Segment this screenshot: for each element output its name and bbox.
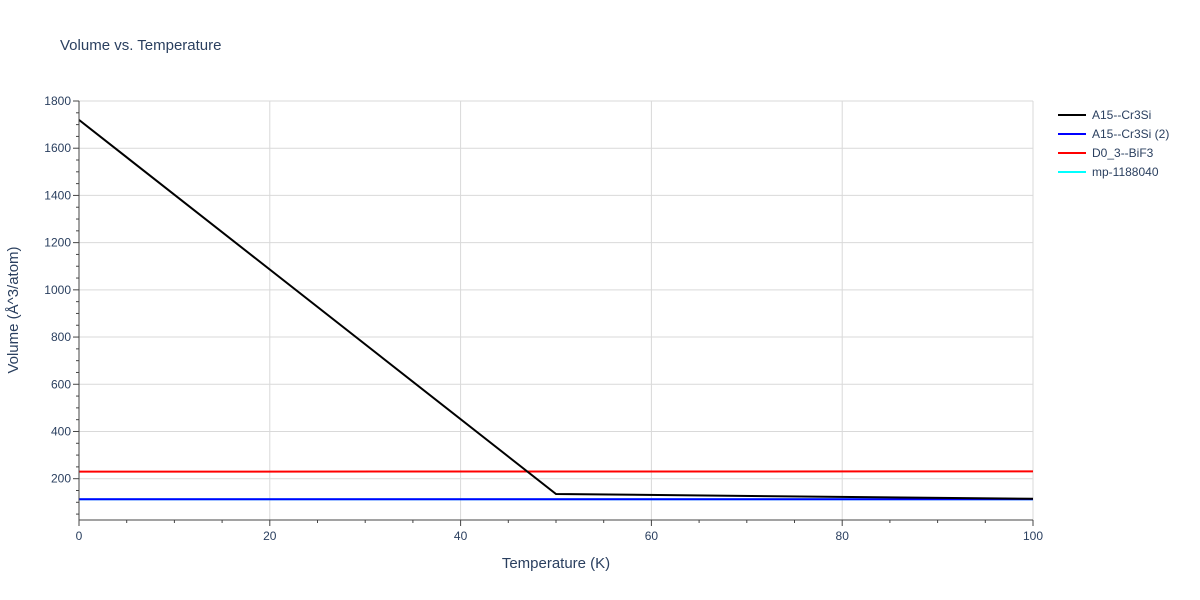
legend-label: A15--Cr3Si (2) <box>1092 127 1169 141</box>
legend-label: A15--Cr3Si <box>1092 108 1151 122</box>
y-tick-label: 400 <box>51 424 71 438</box>
y-tick-label: 200 <box>51 472 71 486</box>
x-tick-label: 0 <box>76 529 83 543</box>
y-tick-label: 1000 <box>44 283 71 297</box>
legend-item[interactable]: D0_3--BiF3 <box>1058 146 1154 160</box>
y-tick-label: 1200 <box>44 236 71 250</box>
legend-item[interactable]: A15--Cr3Si (2) <box>1058 127 1169 141</box>
chart-title: Volume vs. Temperature <box>60 37 221 54</box>
y-axis-title: Volume (Å^3/atom) <box>5 246 22 373</box>
y-tick-label: 800 <box>51 330 71 344</box>
x-tick-label: 100 <box>1023 529 1043 543</box>
series-lines <box>78 119 1034 501</box>
y-tick-label: 1600 <box>44 141 71 155</box>
legend-item[interactable]: mp-1188040 <box>1058 165 1159 179</box>
grid-lines <box>79 100 1034 520</box>
axes: 0 20 40 60 80 100 200 400 600 800 1000 1200 1400 1600… <box>44 94 1043 543</box>
y-tick-label: 1800 <box>44 94 71 108</box>
legend-label: D0_3--BiF3 <box>1092 146 1154 160</box>
x-tick-label: 20 <box>263 529 277 543</box>
series-line <box>78 119 1034 500</box>
y-tick-label: 1400 <box>44 188 71 202</box>
x-tick-label: 40 <box>454 529 468 543</box>
legend[interactable]: A15--Cr3Si A15--Cr3Si (2) D0_3--BiF3 mp-118… <box>1058 108 1169 179</box>
legend-label: mp-1188040 <box>1092 165 1159 179</box>
y-tick-label: 600 <box>51 377 71 391</box>
x-tick-label: 80 <box>836 529 850 543</box>
x-tick-label: 60 <box>645 529 659 543</box>
legend-item[interactable]: A15--Cr3Si <box>1058 108 1151 122</box>
x-axis-title: Temperature (K) <box>502 555 610 572</box>
